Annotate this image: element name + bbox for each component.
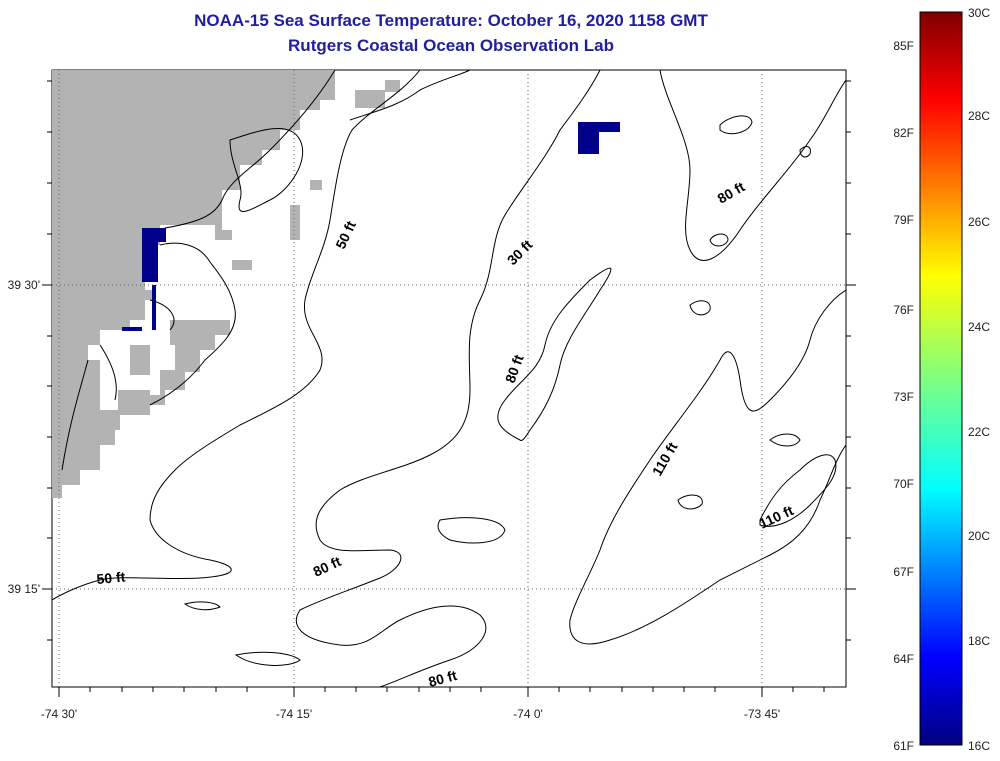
- colorbar-c-label: 26C: [968, 215, 990, 229]
- depth-contours: [52, 70, 846, 687]
- x-tick-label: -74 30': [41, 707, 77, 721]
- x-tick-label: -74 15': [276, 707, 312, 721]
- contour-110ft-east: [759, 454, 837, 527]
- x-tick-label: -73 45': [744, 707, 780, 721]
- colorbar-f-label: 82F: [893, 126, 914, 140]
- colorbar-c-label: 30C: [968, 6, 990, 20]
- colorbar-f-label: 79F: [893, 213, 914, 227]
- contour-50ft-north: [52, 70, 421, 601]
- axis-labels: -74 30' -74 15' -74 0' -73 45' 39 30' 39…: [8, 278, 780, 721]
- colorbar-c-label: 18C: [968, 634, 990, 648]
- colorbar: [919, 11, 963, 746]
- colorbar-c-label: 16C: [968, 739, 990, 753]
- contour-label: 80 ft: [427, 667, 459, 690]
- colorbar-c-label: 22C: [968, 425, 990, 439]
- colorbar-f-label: 70F: [893, 477, 914, 491]
- colorbar-f-label: 64F: [893, 652, 914, 666]
- y-tick-label: 39 30': [8, 278, 40, 292]
- contour-50ft-inner: [229, 70, 471, 212]
- y-tick-label: 39 15': [8, 582, 40, 596]
- colorbar-f-label: 67F: [893, 565, 914, 579]
- graticule: [52, 70, 846, 687]
- coastline: [61, 70, 336, 471]
- colorbar-c-label: 20C: [968, 529, 990, 543]
- land-peninsula: [150, 320, 230, 405]
- contour-label: 50 ft: [96, 569, 126, 587]
- contour-80ft-a: [295, 70, 601, 687]
- colorbar-celsius-labels: 30C 28C 26C 24C 22C 20C 18C 16C: [968, 6, 990, 753]
- map-subtitle: Rutgers Coastal Ocean Observation Lab: [288, 36, 614, 55]
- land-mass: [52, 70, 335, 498]
- colorbar-f-label: 85F: [893, 39, 914, 53]
- colorbar-c-label: 24C: [968, 320, 990, 334]
- colorbar-f-label: 73F: [893, 390, 914, 404]
- colorbar-c-label: 28C: [968, 109, 990, 123]
- contour-80ft-b: [497, 267, 612, 441]
- x-tick-label: -74 0': [513, 707, 543, 721]
- contour-80ft-c: [659, 70, 846, 261]
- contour-small-features: [183, 115, 811, 666]
- contour-110ft: [569, 289, 846, 645]
- map-title: NOAA-15 Sea Surface Temperature: October…: [194, 11, 708, 30]
- axis-ticks: [42, 80, 856, 697]
- colorbar-fahrenheit-labels: 85F 82F 79F 76F 73F 70F 67F 64F 61F: [893, 39, 914, 753]
- colorbar-f-label: 61F: [893, 739, 914, 753]
- colorbar-f-label: 76F: [893, 303, 914, 317]
